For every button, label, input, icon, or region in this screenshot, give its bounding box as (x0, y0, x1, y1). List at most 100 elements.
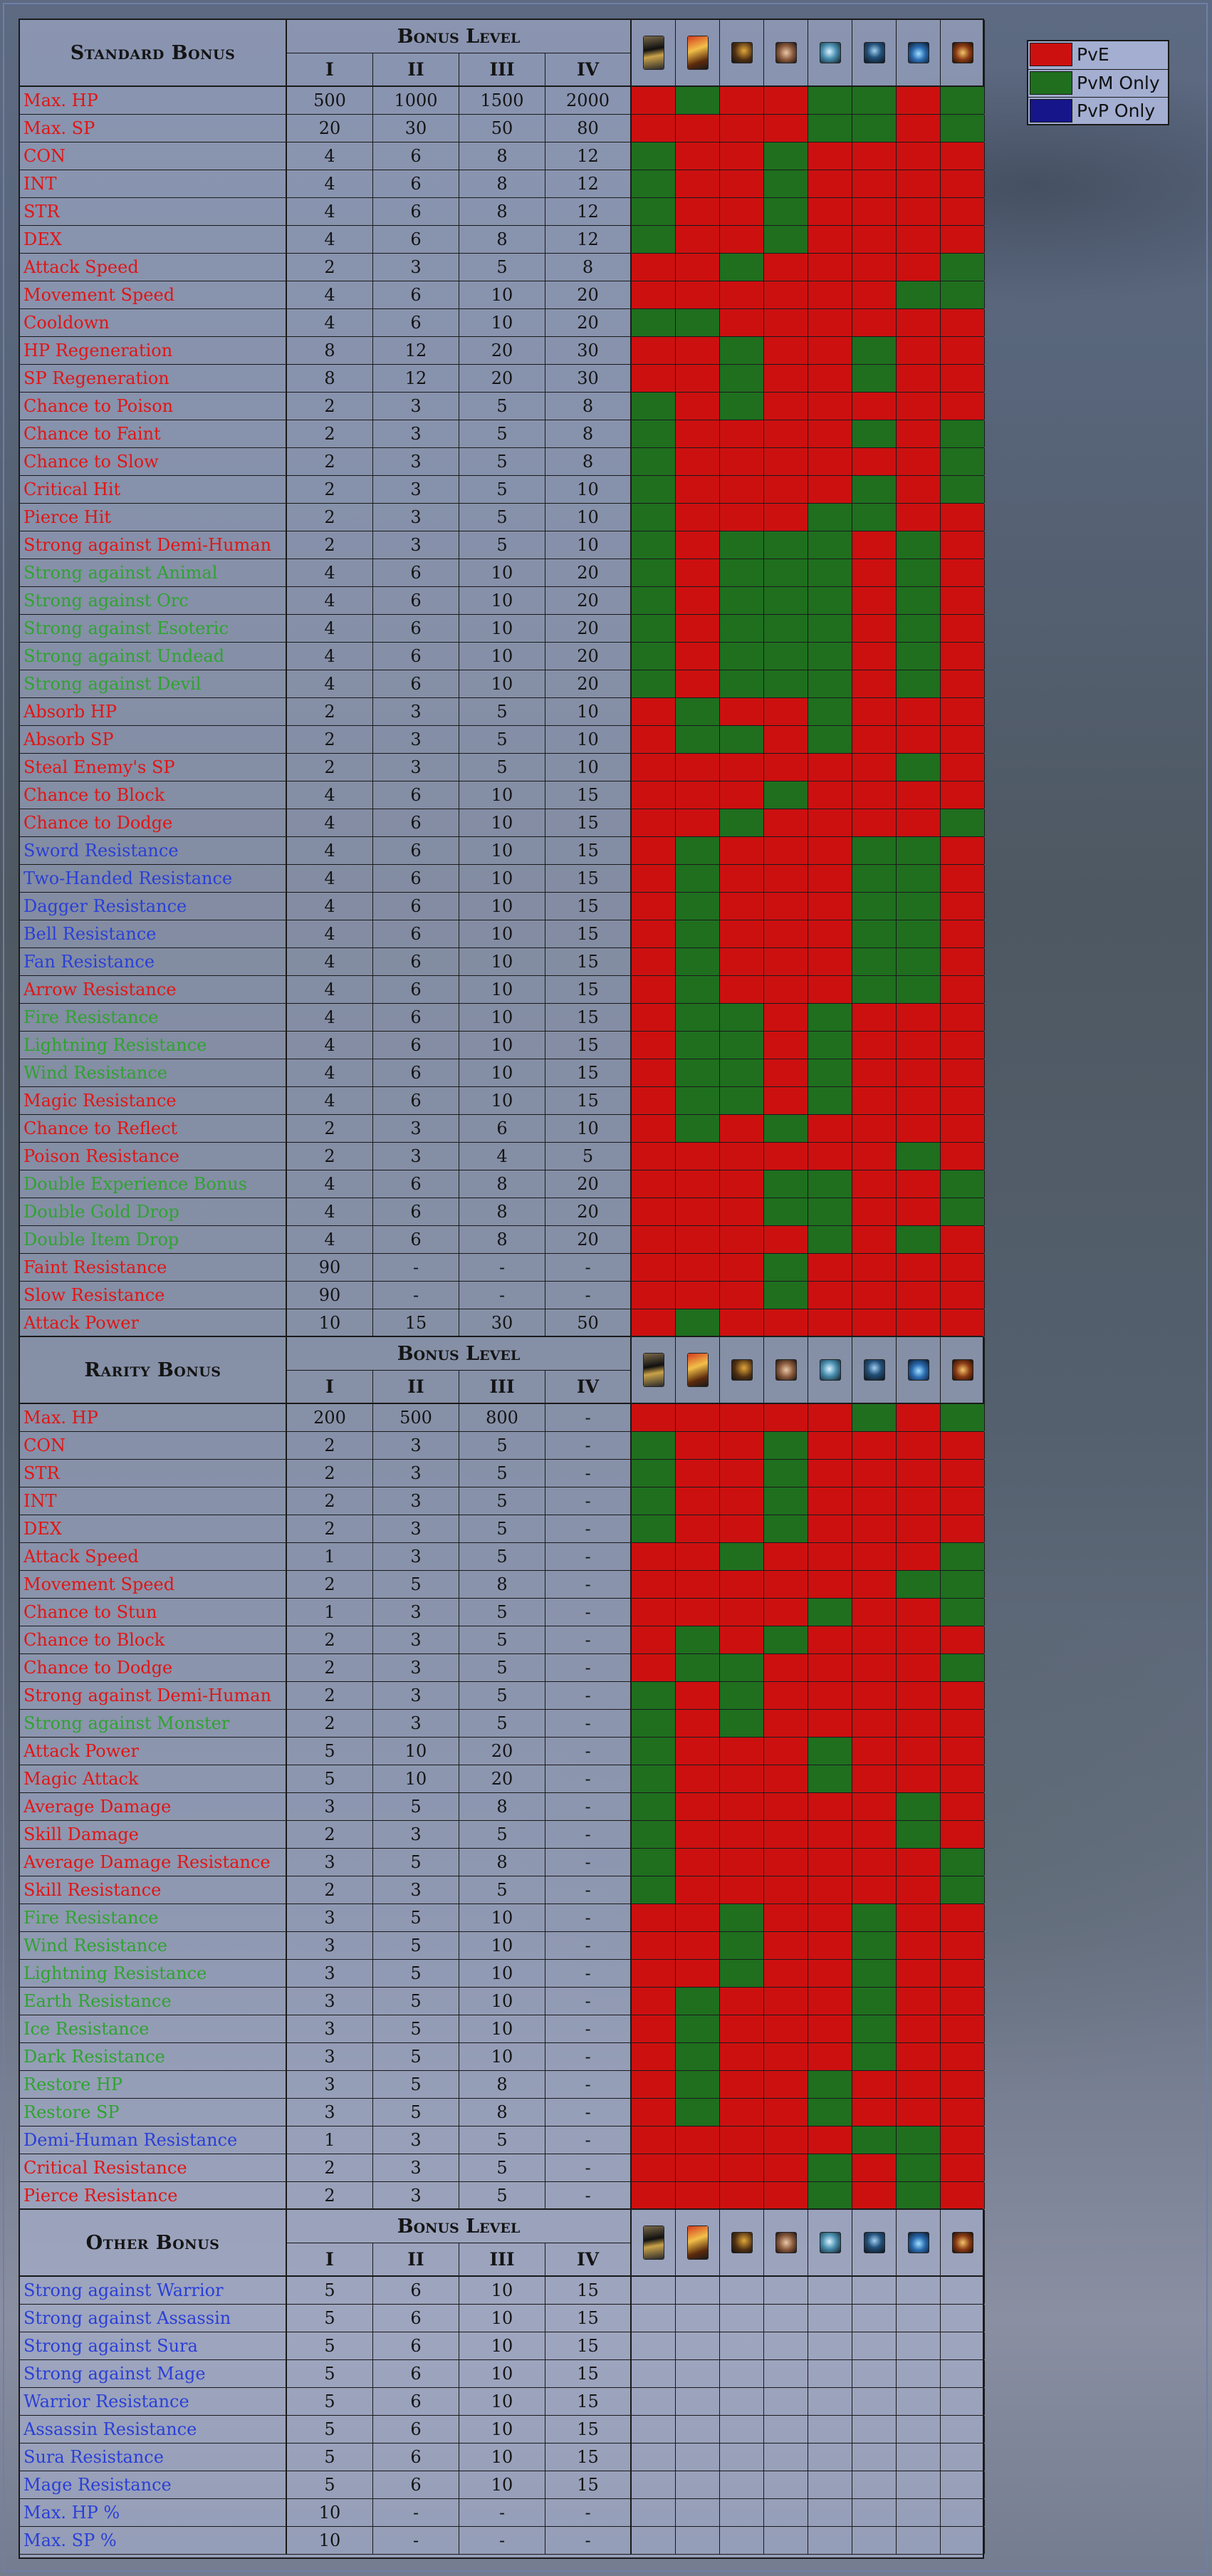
level-value-1: 3 (287, 1849, 373, 1876)
sura-icon (731, 2232, 753, 2253)
level-value-3: 8 (459, 1170, 545, 1198)
level-value-3: 5 (459, 698, 545, 725)
level-value-4: 8 (545, 254, 632, 281)
availability-cell-pvm (808, 1059, 852, 1086)
availability-cell-empty (676, 2443, 720, 2471)
availability-cell-pve (764, 726, 808, 753)
availability-cell-pve (897, 726, 941, 753)
level-value-3: 5 (459, 476, 545, 503)
level-value-4: 15 (545, 2443, 632, 2471)
availability-cell-pve (632, 948, 676, 975)
availability-cell-pve (941, 976, 985, 1003)
level-value-1: 5 (287, 2360, 373, 2387)
warrior-icon (642, 36, 664, 70)
level-value-4: - (545, 1515, 632, 1542)
bonus-name: SP Regeneration (20, 365, 287, 392)
table-row: Fire Resistance 3 5 10- (20, 1904, 985, 1932)
availability-cell-pve (632, 1115, 676, 1142)
availability-cell-empty (720, 2388, 764, 2415)
level-value-4: 20 (545, 587, 632, 614)
availability-cell-pve (676, 1738, 720, 1765)
availability-cell-pvm (720, 1004, 764, 1031)
availability-cell-pve (676, 1432, 720, 1459)
availability-cell-pvm (720, 254, 764, 281)
availability-cell-pvm (676, 1087, 720, 1114)
level-value-1: 2 (287, 698, 373, 725)
assassin-icon (686, 36, 709, 70)
table-row: Arrow Resistance 4 6 10 15 (20, 976, 985, 1004)
bonus-name: Wind Resistance (20, 1059, 287, 1086)
availability-cell-pvm (764, 670, 808, 697)
bonus-table: Standard Bonus Bonus Level I II III IV Max. HP… (19, 19, 985, 2559)
bonus-name: Cooldown (20, 309, 287, 336)
availability-cell-pvm (632, 1876, 676, 1904)
availability-cell-pve (720, 698, 764, 725)
level-value-4: - (545, 1793, 632, 1820)
availability-cell-empty (897, 2527, 941, 2554)
availability-cell-pve (720, 1849, 764, 1876)
level-value-1: 4 (287, 226, 373, 253)
table-row: Earth Resistance 3 5 10- (20, 1988, 985, 2015)
availability-cell-pve (632, 893, 676, 920)
level-value-4: 30 (545, 337, 632, 364)
table-row: Strong against Demi-Human 2 3 5 10 (20, 531, 985, 559)
class-icon-header (941, 20, 985, 87)
availability-cell-pvm (632, 504, 676, 531)
level-value-2: 5 (373, 2015, 459, 2042)
availability-cell-pve (764, 1404, 808, 1431)
level-value-3: 8 (459, 1198, 545, 1225)
bonus-name: Strong against Monster (20, 1710, 287, 1737)
bonus-name: Mage Resistance (20, 2471, 287, 2498)
availability-cell-pve (941, 587, 985, 614)
level-value-2: 6 (373, 1004, 459, 1031)
level-value-2: 6 (373, 2305, 459, 2332)
level-value-3: 8 (459, 1226, 545, 1253)
table-row: Warrior Resistance 5 6 10 15 (20, 2388, 985, 2416)
level-value-2: 6 (373, 2360, 459, 2387)
availability-cell-pvm (676, 1059, 720, 1086)
level-value-2: 3 (373, 420, 459, 447)
availability-cell-pve (764, 393, 808, 420)
legend-label: PvM Only (1077, 72, 1160, 93)
bonus-name: Slow Resistance (20, 1282, 287, 1309)
availability-cell-empty (941, 2527, 985, 2554)
availability-cell-pve (808, 365, 852, 392)
level-value-1: 4 (287, 1032, 373, 1059)
level-value-4: - (545, 1682, 632, 1709)
table-row: Wind Resistance 4 6 10 15 (20, 1059, 985, 1087)
availability-cell-pve (941, 2071, 985, 2098)
class-icon-header (852, 2210, 897, 2277)
level-value-2: 6 (373, 2443, 459, 2471)
availability-cell-pve (852, 1876, 897, 1904)
availability-cell-pvm (941, 1876, 985, 1904)
availability-cell-pve (720, 781, 764, 809)
level-value-4: - (545, 1487, 632, 1515)
level-value-1: 1 (287, 2126, 373, 2154)
availability-cell-pve (676, 1932, 720, 1959)
level-value-1: 4 (287, 1087, 373, 1114)
availability-cell-empty (720, 2527, 764, 2554)
availability-cell-pve (941, 948, 985, 975)
availability-cell-pve (764, 809, 808, 836)
class-icon-header (764, 1337, 808, 1404)
table-row: Magic Resistance 4 6 10 15 (20, 1087, 985, 1115)
table-row: Attack Power 10 15 30 50 (20, 1309, 985, 1337)
availability-cell-empty (941, 2360, 985, 2387)
level-value-2: 3 (373, 2154, 459, 2181)
level-value-1: 2 (287, 1626, 373, 1653)
availability-cell-pve (632, 1198, 676, 1225)
table-row: Skill Damage 2 3 5- (20, 1821, 985, 1849)
availability-cell-pve (852, 531, 897, 559)
availability-cell-empty (632, 2471, 676, 2498)
availability-cell-empty (941, 2499, 985, 2526)
availability-cell-pvm (897, 531, 941, 559)
page-frame (3, 3, 1208, 2572)
bonus-name: INT (20, 1487, 287, 1515)
availability-cell-pve (852, 2099, 897, 2126)
availability-cell-empty (676, 2471, 720, 2498)
availability-cell-pve (941, 1032, 985, 1059)
availability-cell-pvm (808, 1004, 852, 1031)
bonus-name: Movement Speed (20, 1571, 287, 1598)
availability-cell-pve (941, 698, 985, 725)
availability-cell-pvm (852, 948, 897, 975)
